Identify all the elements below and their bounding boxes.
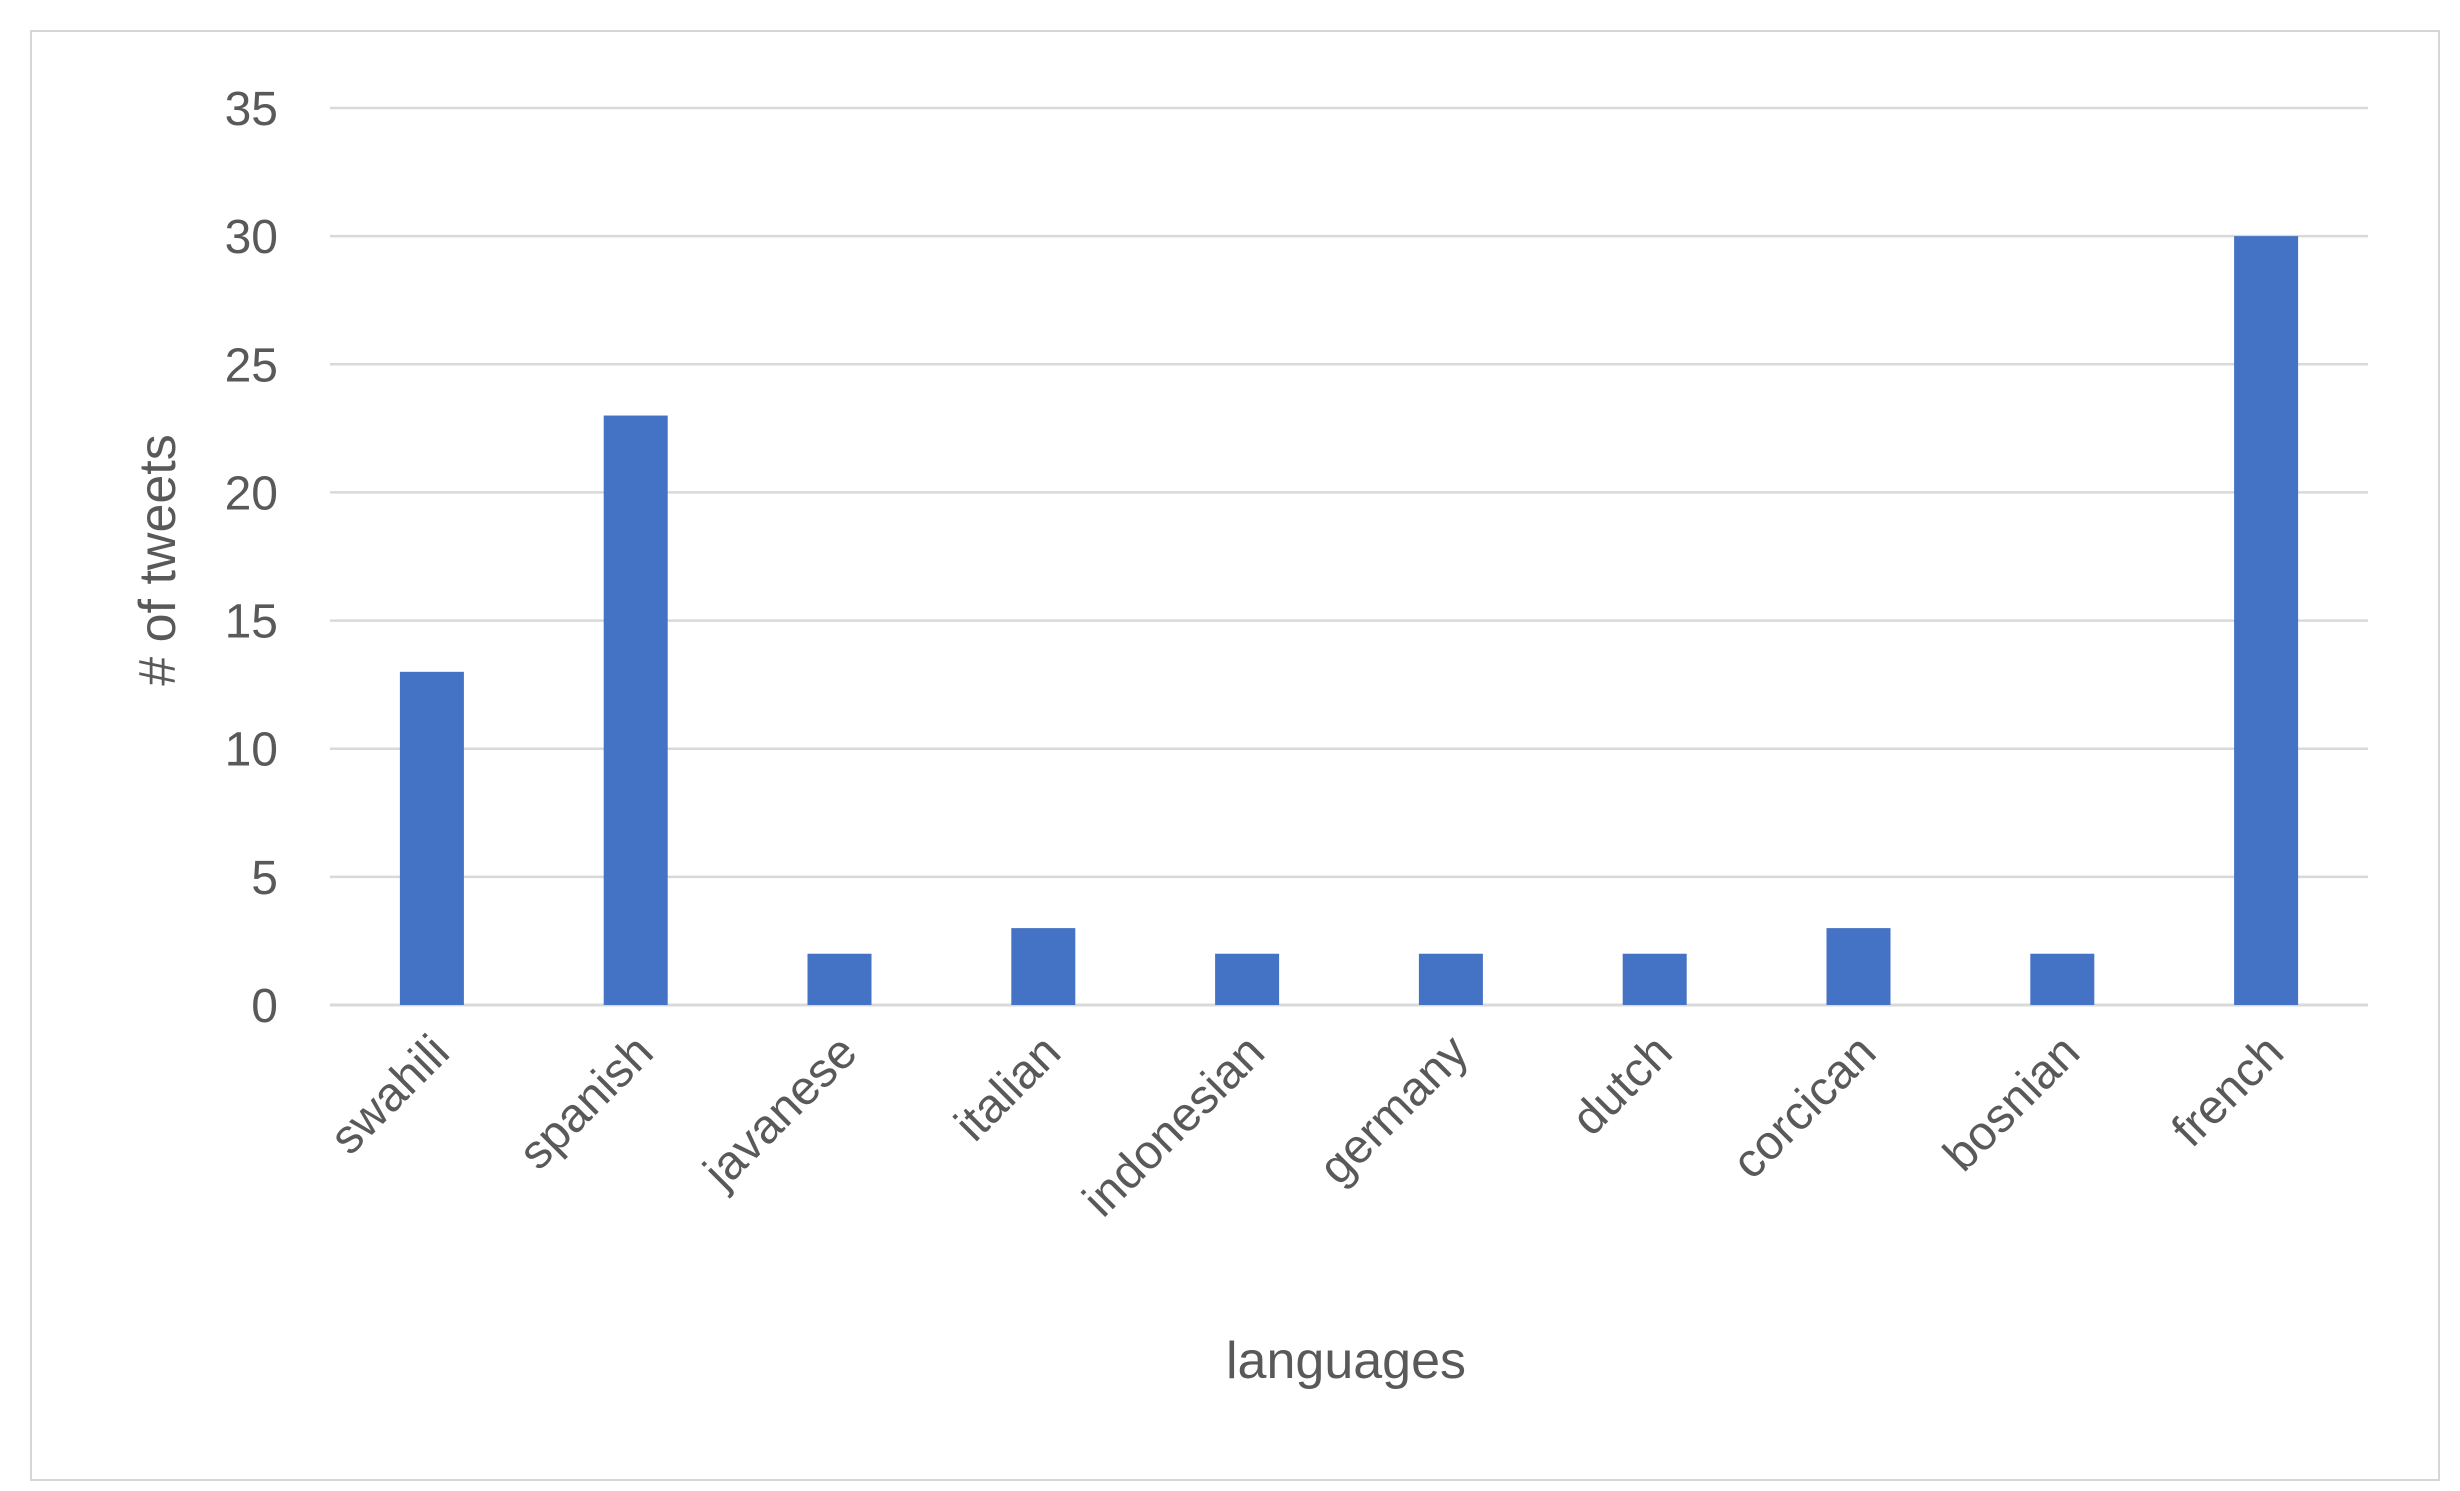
x-tick-labels: swahili spanish javanese italian indonesian g… bbox=[320, 1025, 2294, 1227]
y-tick-label: 5 bbox=[251, 852, 278, 905]
y-tick-labels: 0 5 10 15 20 25 30 35 bbox=[225, 83, 278, 1033]
y-tick-label: 35 bbox=[225, 83, 278, 136]
bars bbox=[399, 236, 2299, 1006]
y-axis-title: # of tweets bbox=[129, 434, 187, 685]
x-tick-label: indonesian bbox=[1073, 1025, 1275, 1227]
x-tick-label: spanish bbox=[509, 1025, 663, 1179]
bar-swahili bbox=[399, 671, 464, 1005]
bar-indonesian bbox=[1215, 953, 1280, 1005]
x-tick-label: corcican bbox=[1722, 1025, 1886, 1189]
bar-germany bbox=[1418, 953, 1483, 1005]
y-tick-label: 30 bbox=[225, 211, 278, 264]
bar-french bbox=[2234, 236, 2299, 1006]
y-tick-label: 15 bbox=[225, 596, 278, 649]
y-tick-label: 25 bbox=[225, 339, 278, 392]
x-tick-label: swahili bbox=[320, 1025, 459, 1164]
y-tick-label: 10 bbox=[225, 724, 278, 777]
y-tick-label: 20 bbox=[225, 467, 278, 520]
x-tick-label: dutch bbox=[1562, 1025, 1683, 1146]
x-tick-label: french bbox=[2162, 1025, 2294, 1157]
x-tick-label: germany bbox=[1309, 1025, 1479, 1195]
x-tick-label: bosnian bbox=[1934, 1025, 2090, 1181]
bar-dutch bbox=[1622, 953, 1687, 1005]
bar-corcican bbox=[1826, 928, 1891, 1005]
x-tick-label: javanese bbox=[693, 1025, 868, 1200]
bar-italian bbox=[1011, 928, 1076, 1005]
bar-spanish bbox=[603, 415, 668, 1005]
gridlines bbox=[330, 106, 2368, 1007]
bar-javanese bbox=[807, 953, 872, 1005]
x-tick-label: italian bbox=[945, 1025, 1071, 1151]
bar-bosnian bbox=[2030, 953, 2095, 1005]
y-tick-label: 0 bbox=[251, 980, 278, 1033]
x-axis-title: languages bbox=[1226, 1332, 1466, 1390]
